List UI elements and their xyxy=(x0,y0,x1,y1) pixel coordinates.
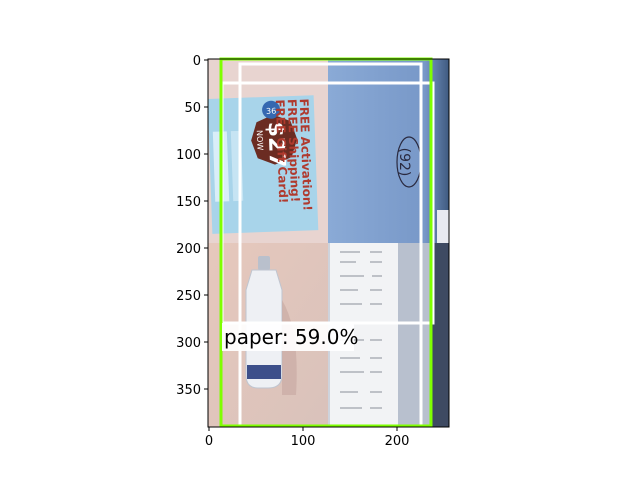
y-tick-label: 200 xyxy=(176,242,201,257)
y-tick-label: 350 xyxy=(176,383,201,398)
y-tick-label: 150 xyxy=(176,195,201,210)
badge: 36 xyxy=(251,100,298,165)
x-tick-label: 100 xyxy=(291,434,316,449)
svg-text:$27: $27 xyxy=(263,121,290,168)
x-tick-label: 0 xyxy=(205,434,213,449)
flyer-line-1: FREE Activation! xyxy=(297,98,315,211)
detection-label: paper: 59.0% xyxy=(222,323,358,351)
detection-label-text: paper: 59.0% xyxy=(224,325,358,349)
y-tick-label: 300 xyxy=(176,336,201,351)
flyer-line-2: FREE Shipping! xyxy=(285,99,303,203)
y-tick-label: 0 xyxy=(193,54,201,69)
wall-quadrant: (92) xyxy=(328,59,449,243)
flyer-quadrant: 36 $27 NOW FREE Activation! FREE Shippin… xyxy=(208,59,328,243)
y-tick-label: 100 xyxy=(176,148,201,163)
y-tick-label: 250 xyxy=(176,289,201,304)
badge-price: $27 xyxy=(263,121,290,168)
flyer: 36 $27 NOW FREE Activation! FREE Shippin… xyxy=(208,95,319,234)
axes-frame xyxy=(207,58,450,428)
y-axis: 0 50 100 150 200 250 300 350 xyxy=(176,54,208,398)
note-text: (92) xyxy=(396,148,412,177)
photo: 36 $27 NOW FREE Activation! FREE Shippin… xyxy=(208,59,449,427)
x-axis: 0 100 200 xyxy=(205,427,410,449)
badge-now: NOW xyxy=(255,130,265,151)
y-tick-label: 50 xyxy=(184,101,201,116)
x-tick-label: 200 xyxy=(385,434,410,449)
badge-small-number: 36 xyxy=(266,107,276,116)
flyer-line-3: FREE Gift Card! xyxy=(273,99,291,203)
